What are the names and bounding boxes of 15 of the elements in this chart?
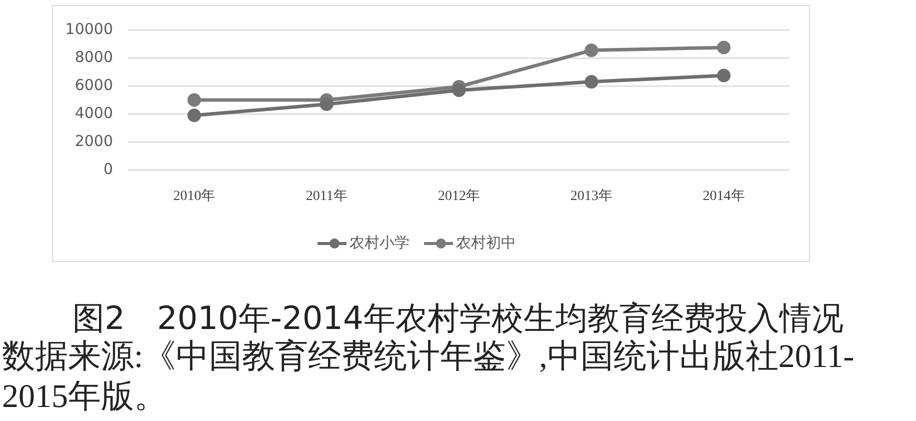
y-tick-label: 2000 [74, 132, 113, 150]
x-tick-label: 2010年 [173, 188, 216, 204]
legend-label: 农村小学 [350, 233, 410, 252]
y-tick-label: 10000 [65, 20, 113, 38]
x-tick-label: 2013年 [570, 188, 612, 204]
legend-label: 农村初中 [456, 233, 516, 252]
y-tick-label: 6000 [74, 76, 113, 94]
y-tick-label: 0 [103, 160, 113, 178]
source-note: 数据来源:《中国教育经费统计年鉴》,中国统计出版社2011-2015年版。 [2, 338, 856, 417]
y-tick-label: 4000 [74, 104, 113, 122]
x-tick-label: 2014年 [702, 188, 745, 204]
x-tick-label: 2011年 [306, 188, 348, 204]
text: 图2 2010年-2014年农村学校生均教育经费投入情况 [72, 299, 844, 337]
x-tick-label: 2012年 [438, 188, 480, 204]
y-tick-label: 8000 [74, 48, 113, 66]
